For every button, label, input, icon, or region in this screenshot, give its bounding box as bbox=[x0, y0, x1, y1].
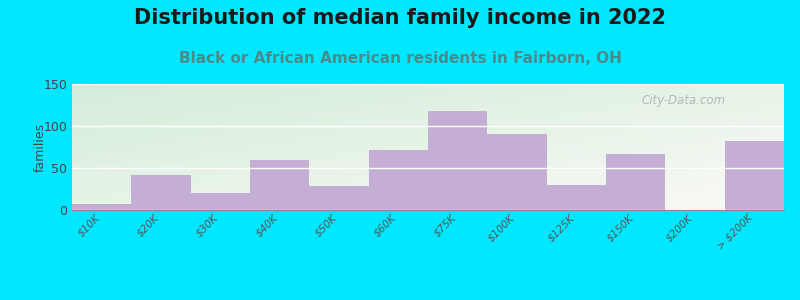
Y-axis label: families: families bbox=[34, 122, 47, 172]
Bar bbox=[250, 160, 310, 210]
Bar bbox=[606, 154, 666, 210]
Bar bbox=[310, 187, 369, 210]
Text: City-Data.com: City-Data.com bbox=[642, 94, 726, 107]
Bar bbox=[131, 175, 190, 210]
Text: Black or African American residents in Fairborn, OH: Black or African American residents in F… bbox=[178, 51, 622, 66]
Text: Distribution of median family income in 2022: Distribution of median family income in … bbox=[134, 8, 666, 28]
Bar bbox=[72, 204, 131, 210]
Bar bbox=[369, 149, 428, 210]
Bar bbox=[190, 193, 250, 210]
Bar bbox=[546, 185, 606, 210]
Bar bbox=[428, 111, 487, 210]
Bar bbox=[487, 134, 546, 210]
Bar bbox=[725, 141, 784, 210]
